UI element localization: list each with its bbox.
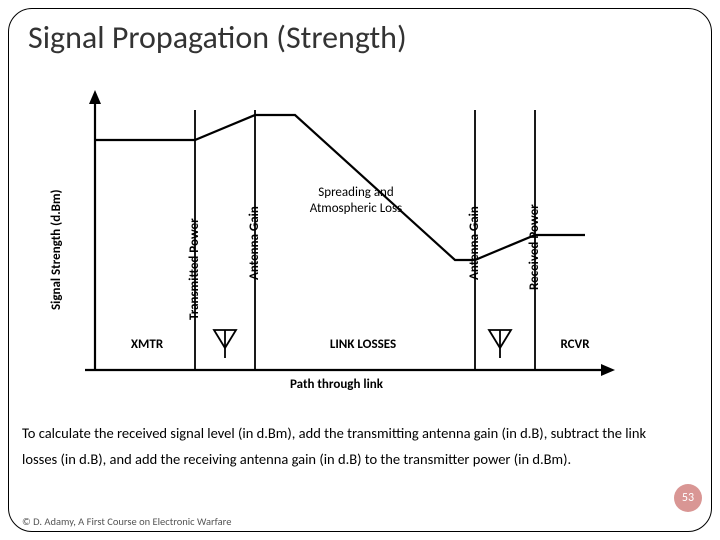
y-axis-label: Signal Strength (d.Bm) <box>49 189 64 310</box>
label-antenna-gain-tx: Antenna Gain <box>247 206 262 280</box>
label-transmitted-power: Transmitted Power <box>187 218 202 320</box>
label-link-losses: LINK LOSSES <box>303 337 423 352</box>
label-rcvr: RCVR <box>540 337 610 352</box>
label-xmtr: XMTR <box>107 337 187 352</box>
page-number-badge: 53 <box>674 484 702 512</box>
label-antenna-gain-rx: Antenna Gain <box>467 206 482 280</box>
x-axis-label: Path through link <box>290 377 383 392</box>
citation-text: © D. Adamy, A First Course on Electronic… <box>22 515 231 528</box>
label-received-power: Received Power <box>527 204 542 290</box>
body-paragraph: To calculate the received signal level (… <box>22 420 660 472</box>
label-spreading-loss: Spreading andAtmospheric Loss <box>291 185 421 216</box>
signal-propagation-chart: Signal Strength (d.Bm) Transmitted Power… <box>55 80 615 410</box>
slide-title: Signal Propagation (Strength) <box>28 18 407 57</box>
